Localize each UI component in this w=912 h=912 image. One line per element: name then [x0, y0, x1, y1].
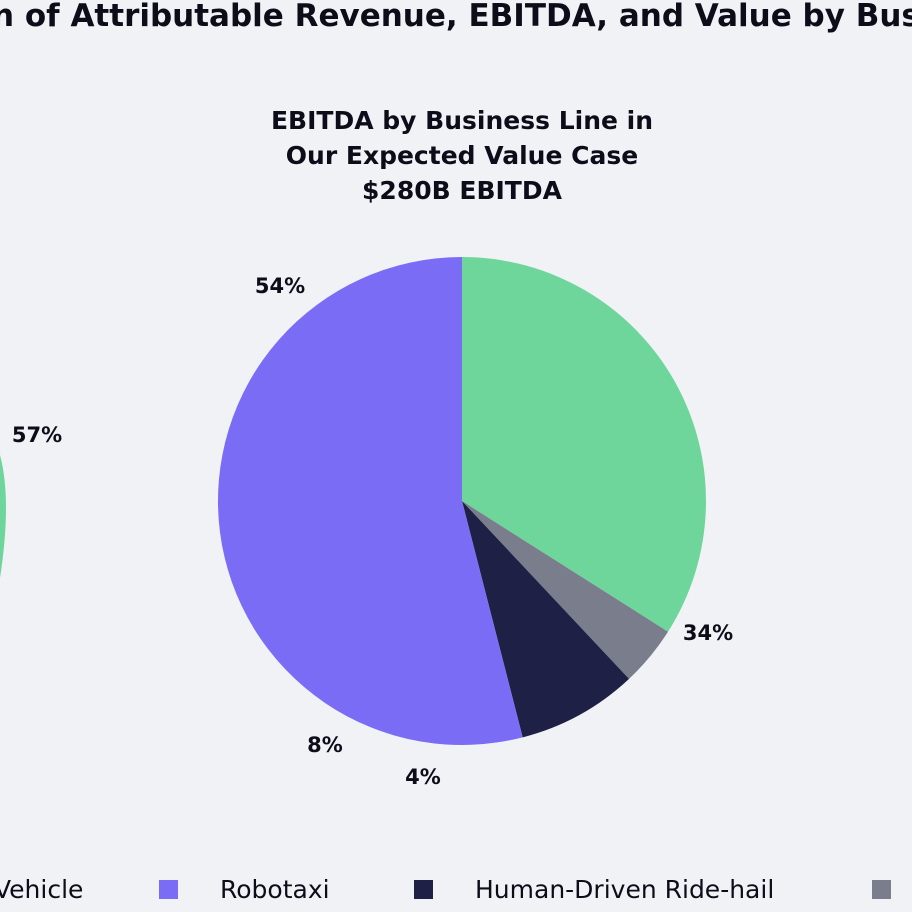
chart-title-line-3: $280B EBITDA	[362, 176, 562, 205]
pie-label-4pct: 4%	[405, 765, 441, 789]
pie-slice-8pct	[462, 501, 630, 738]
legend-item-human-driven: Human-Driven Ride-hail	[414, 866, 774, 912]
pie-label-54pct: 54%	[255, 274, 305, 298]
left-pie-slice-partial	[0, 455, 6, 578]
legend-label-vehicle: Vehicle	[0, 874, 84, 904]
pie-label-34pct: 34%	[683, 621, 733, 645]
legend: Vehicle Robotaxi Human-Driven Ride-hail	[0, 866, 912, 912]
pie-slices	[217, 256, 707, 746]
legend-item-robotaxi: Robotaxi	[159, 866, 330, 912]
chart-title-line-2: Our Expected Value Case	[285, 141, 639, 170]
legend-item-vehicle: Vehicle	[0, 866, 83, 912]
legend-label-robotaxi: Robotaxi	[220, 874, 330, 904]
left-partial-pie: 57%	[0, 423, 62, 578]
legend-swatch-human-driven	[414, 879, 433, 899]
page-title-text: n of Attributable Revenue, EBITDA, and V…	[0, 0, 912, 34]
pie-slice-4pct	[462, 501, 669, 679]
legend-item-other	[872, 866, 891, 912]
pie-slice-34pct	[462, 257, 707, 632]
pie-label-8pct: 8%	[307, 733, 343, 757]
legend-label-human-driven: Human-Driven Ride-hail	[475, 874, 775, 904]
chart-title: EBITDA by Business Line in Our Expected …	[212, 103, 712, 208]
page-title: n of Attributable Revenue, EBITDA, and V…	[0, 0, 912, 40]
left-pie-label: 57%	[12, 423, 62, 447]
legend-swatch-other	[872, 879, 891, 899]
legend-swatch-robotaxi	[159, 879, 178, 899]
pie-labels: 34% 4% 8% 54%	[255, 274, 733, 789]
pie-slice-54pct	[217, 256, 523, 746]
chart-title-line-1: EBITDA by Business Line in	[270, 106, 654, 135]
